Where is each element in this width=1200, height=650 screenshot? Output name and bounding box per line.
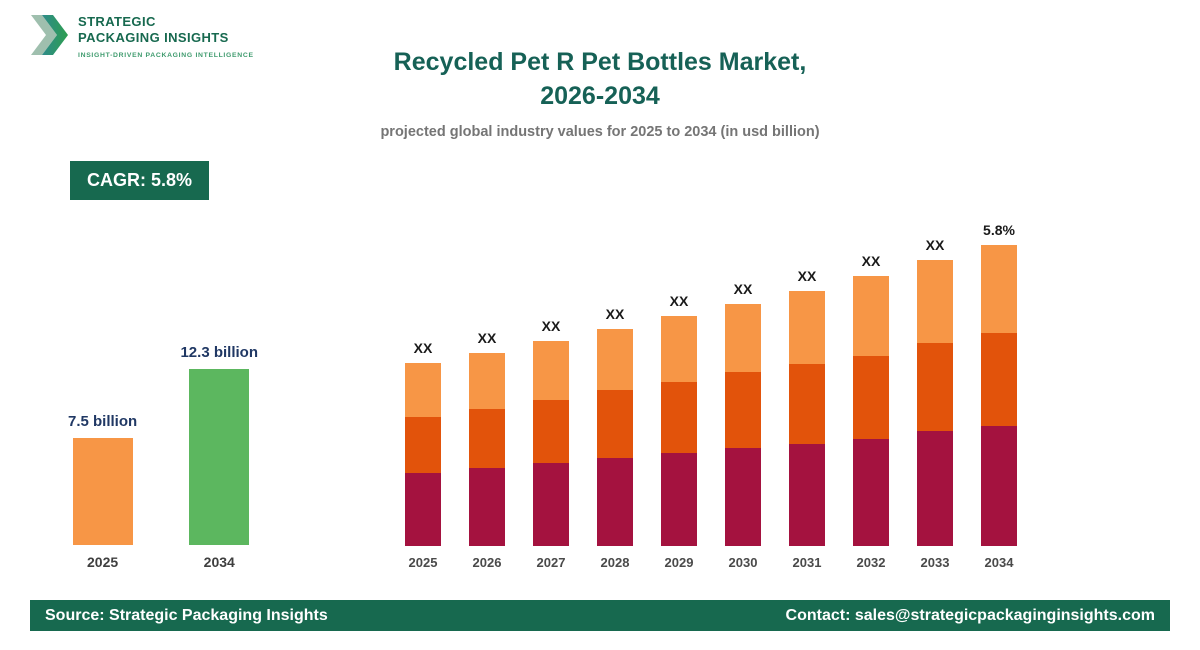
bar-segment-segment-bottom — [725, 448, 761, 546]
highlight-value-label: 7.5 billion — [68, 413, 138, 430]
bar-segment-segment-middle — [661, 382, 697, 453]
bar-column-2033: XX 2033 — [917, 198, 953, 570]
bar-column-2027: XX 2027 — [533, 198, 569, 570]
bar-year-label: 2029 — [664, 555, 694, 570]
stacked-bar-chart: XX 2025 XX 2026 XX 2027 XX 2028 XX 2029 XX 2030 XX 20… — [405, 198, 1017, 570]
bar-segment-segment-bottom — [469, 468, 505, 546]
bar-value-label: 5.8% — [983, 222, 1015, 238]
brand-text: STRATEGIC PACKAGING INSIGHTS INSIGHT-DRI… — [78, 12, 254, 59]
bar-segment-segment-top — [469, 353, 505, 409]
page-title-line2: 2026-2034 — [540, 81, 660, 110]
bar-segment-segment-middle — [789, 364, 825, 444]
page-title-line1: Recycled Pet R Pet Bottles Market, — [393, 48, 807, 76]
bar-segment-segment-middle — [981, 333, 1017, 426]
bar-value-label: XX — [413, 340, 433, 356]
bar-stack — [981, 245, 1017, 546]
bar-stack — [917, 260, 953, 546]
bar-stack — [661, 316, 697, 546]
bar-value-label: XX — [669, 293, 689, 309]
bar-segment-segment-middle — [917, 343, 953, 431]
bar-segment-segment-top — [661, 316, 697, 382]
bar-stack — [469, 353, 505, 546]
bar-segment-segment-bottom — [533, 463, 569, 546]
bar-segment-segment-top — [725, 304, 761, 372]
highlight-year-label: 2025 — [87, 554, 119, 570]
bar-segment-segment-top — [853, 276, 889, 356]
bar-value-label: XX — [477, 330, 497, 346]
footer-contact: Contact: sales@strategicpackaginginsight… — [785, 606, 1155, 624]
bar-segment-segment-bottom — [661, 453, 697, 546]
bar-year-label: 2030 — [728, 555, 758, 570]
brand-tagline: INSIGHT-DRIVEN PACKAGING INTELLIGENCE — [78, 51, 254, 59]
bar-stack — [853, 276, 889, 546]
bar-value-label: XX — [797, 268, 817, 284]
bar-segment-segment-middle — [469, 409, 505, 468]
highlight-bar — [189, 369, 250, 545]
highlight-bar-chart: 7.5 billion 2025 12.3 billion 2034 — [68, 320, 258, 570]
bar-year-label: 2034 — [984, 555, 1014, 570]
bar-segment-segment-top — [533, 341, 569, 400]
bar-year-label: 2031 — [792, 555, 822, 570]
highlight-bar-2025: 7.5 billion 2025 — [68, 413, 137, 570]
bar-segment-segment-top — [917, 260, 953, 343]
bar-year-label: 2028 — [600, 555, 630, 570]
bar-column-2034: 5.8% 2034 — [981, 198, 1017, 570]
bar-segment-segment-middle — [853, 356, 889, 439]
highlight-bar-2034: 12.3 billion 2034 — [180, 344, 258, 570]
cagr-badge: CAGR: 5.8% — [70, 161, 210, 200]
footer-bar: Source: Strategic Packaging Insights Con… — [30, 600, 1170, 631]
header-block: Recycled Pet R Pet Bottles Market, 2026-… — [250, 46, 950, 140]
highlight-bar — [72, 438, 133, 545]
bar-column-2032: XX 2032 — [853, 198, 889, 570]
bar-column-2031: XX 2031 — [789, 198, 825, 570]
bar-segment-segment-top — [597, 329, 633, 390]
bar-segment-segment-bottom — [853, 439, 889, 546]
bar-year-label: 2033 — [920, 555, 950, 570]
bar-year-label: 2026 — [472, 555, 502, 570]
bar-value-label: XX — [861, 253, 881, 269]
bar-segment-segment-middle — [533, 400, 569, 463]
bar-segment-segment-bottom — [981, 426, 1017, 546]
chevron-logo-icon — [31, 15, 68, 55]
page-subtitle: projected global industry values for 202… — [380, 123, 820, 140]
bar-stack — [533, 341, 569, 546]
bar-column-2026: XX 2026 — [469, 198, 505, 570]
bar-year-label: 2025 — [408, 555, 438, 570]
bar-stack — [597, 329, 633, 546]
bar-stack — [405, 363, 441, 546]
bar-year-label: 2027 — [536, 555, 566, 570]
bar-segment-segment-top — [405, 363, 441, 417]
bar-segment-segment-bottom — [789, 444, 825, 546]
bar-value-label: XX — [605, 306, 625, 322]
bar-value-label: XX — [541, 318, 561, 334]
bar-value-label: XX — [925, 237, 945, 253]
bar-segment-segment-bottom — [597, 458, 633, 546]
bar-segment-segment-middle — [405, 417, 441, 473]
bar-column-2025: XX 2025 — [405, 198, 441, 570]
brand-logo: STRATEGIC PACKAGING INSIGHTS INSIGHT-DRI… — [30, 12, 254, 59]
footer-source: Source: Strategic Packaging Insights — [45, 606, 328, 624]
bar-stack — [789, 291, 825, 546]
bar-segment-segment-middle — [597, 390, 633, 458]
bar-column-2030: XX 2030 — [725, 198, 761, 570]
brand-name-line2: PACKAGING INSIGHTS — [78, 30, 229, 46]
highlight-value-label: 12.3 billion — [180, 344, 258, 361]
bar-stack — [725, 304, 761, 546]
bar-segment-segment-top — [981, 245, 1017, 333]
bar-segment-segment-bottom — [405, 473, 441, 546]
highlight-year-label: 2034 — [203, 554, 235, 570]
bar-column-2028: XX 2028 — [597, 198, 633, 570]
bar-column-2029: XX 2029 — [661, 198, 697, 570]
bar-segment-segment-middle — [725, 372, 761, 448]
bar-segment-segment-bottom — [917, 431, 953, 546]
bar-year-label: 2032 — [856, 555, 886, 570]
bar-segment-segment-top — [789, 291, 825, 364]
brand-name-line1: STRATEGIC — [78, 14, 156, 29]
bar-value-label: XX — [733, 281, 753, 297]
